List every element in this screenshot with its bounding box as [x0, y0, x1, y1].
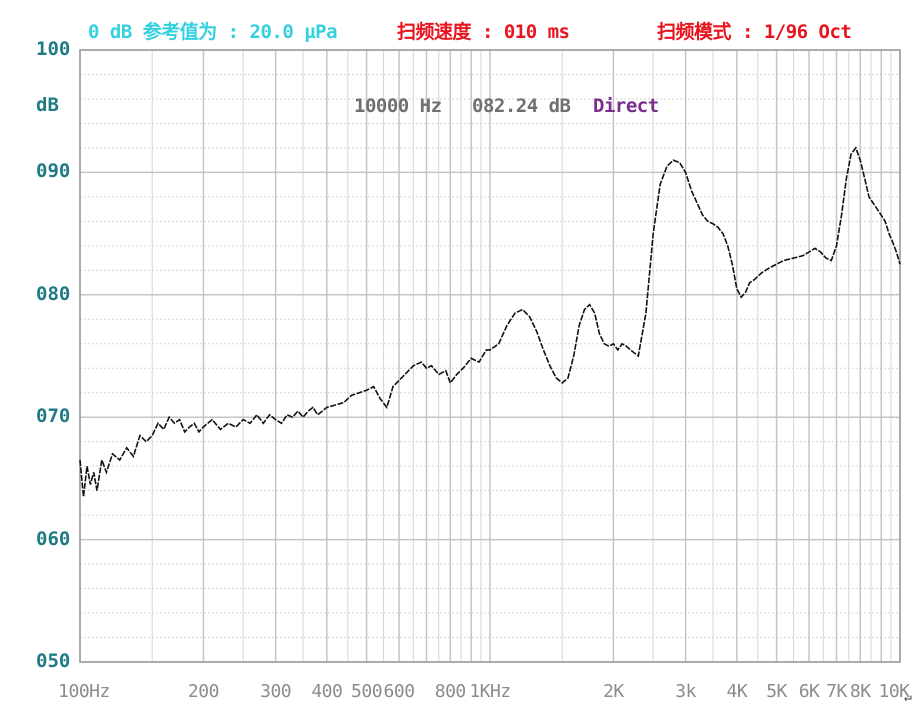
measurement-mode-readout: Direct	[593, 95, 659, 117]
x-tick-label: 2K	[603, 681, 624, 702]
x-tick-label: 500	[351, 681, 383, 702]
return-mark-icon: ↵	[904, 690, 912, 705]
sweep-speed-label: 扫频速度 : 010 ms	[397, 21, 570, 43]
x-tick-label: 7K	[826, 681, 847, 702]
cursor-frequency-readout: 10000 Hz	[354, 95, 442, 117]
x-tick-label: 100Hz	[58, 681, 110, 702]
x-tick-label: 8K	[849, 681, 871, 702]
plot-frame	[79, 49, 901, 663]
major-gridlines	[79, 49, 901, 663]
y-tick-label: 060	[36, 527, 71, 550]
cursor-level-readout: 082.24 dB	[472, 95, 571, 117]
x-tick-label: 200	[187, 681, 220, 702]
y-tick-label: 100	[36, 38, 71, 60]
x-tick-label: 10K	[878, 681, 910, 702]
reference-level-label: 0 dB 参考值为 : 20.0 µPa	[88, 21, 338, 43]
response-trace-line	[79, 146, 901, 497]
y-tick-label: 090	[36, 160, 71, 183]
sweep-mode-label: 扫频模式 : 1/96 Oct	[657, 21, 852, 43]
x-tick-label: 5K	[766, 681, 787, 702]
x-tick-label: 3k	[675, 681, 696, 702]
x-tick-label: 600	[383, 681, 416, 702]
x-tick-label: 6K	[798, 681, 820, 702]
y-axis-unit-label: dB	[36, 94, 59, 116]
y-tick-label: 050	[36, 650, 71, 672]
x-tick-label: 800	[434, 681, 467, 702]
y-tick-label: 070	[36, 405, 71, 428]
x-tick-label: 1KHz	[469, 681, 511, 702]
x-tick-label: 4K	[726, 681, 748, 702]
y-tick-label: 080	[36, 282, 71, 305]
x-tick-label: 300	[260, 681, 292, 702]
x-tick-label: 400	[311, 681, 343, 702]
